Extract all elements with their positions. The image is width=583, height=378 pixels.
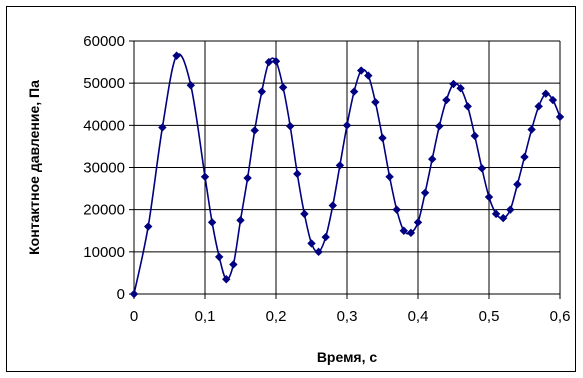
data-point-marker [357, 66, 366, 75]
y-tick-label: 10000 [83, 244, 125, 261]
data-point-marker [144, 222, 153, 231]
data-point-marker [222, 275, 231, 284]
x-tick-label: 0,4 [408, 308, 429, 325]
data-point-marker [371, 97, 380, 107]
data-point-marker [236, 216, 245, 225]
data-point-marker [385, 172, 394, 181]
data-point-marker [207, 218, 217, 227]
data-point-marker [271, 57, 281, 66]
data-point-marker [342, 121, 352, 130]
data-point-marker [456, 84, 465, 93]
data-point-marker [399, 226, 408, 235]
data-point-marker [513, 180, 522, 189]
data-point-marker [435, 121, 444, 131]
data-point-marker [278, 83, 288, 92]
data-point-marker [406, 228, 416, 238]
chart-frame: 0 10000 20000 30000 40000 50000 60000 0 0,1 0,2 0… [6, 6, 576, 372]
data-point-marker [378, 133, 387, 143]
data-point-marker [420, 188, 430, 197]
data-point-marker [477, 164, 487, 173]
x-axis-title: Время, с [317, 349, 378, 365]
data-point-marker [499, 213, 508, 223]
axes [129, 40, 561, 299]
data-point-marker [328, 201, 337, 210]
y-tick-label: 60000 [83, 33, 125, 50]
x-tick-label: 0,6 [550, 308, 571, 325]
data-point-marker [229, 260, 238, 269]
data-point-marker [463, 102, 472, 111]
y-tick-label: 30000 [83, 160, 125, 177]
data-point-marker [307, 239, 316, 248]
data-point-marker [548, 95, 558, 105]
x-tick-label: 0,5 [479, 308, 500, 325]
grid-lines [134, 40, 561, 294]
data-point-marker [335, 161, 345, 170]
data-point-marker [413, 218, 423, 227]
data-point-marker [555, 112, 565, 122]
data-point-marker [527, 125, 536, 134]
data-point-marker [520, 152, 529, 162]
data-point-marker [541, 89, 550, 98]
data-point-marker [364, 71, 373, 80]
y-tick-label: 40000 [83, 117, 125, 134]
data-point-marker [264, 57, 274, 67]
data-point-marker [243, 173, 252, 183]
data-point-marker [286, 121, 295, 131]
data-point-marker [428, 154, 437, 164]
data-point-marker [293, 169, 302, 179]
data-point-marker [349, 87, 359, 96]
x-tick-label: 0,2 [266, 308, 287, 325]
data-point-marker [506, 205, 515, 214]
x-tick-labels: 0 0,1 0,2 0,3 0,4 0,5 0,6 [130, 308, 571, 325]
data-point-marker [534, 102, 543, 111]
data-point-marker [257, 87, 266, 96]
data-point-marker [484, 192, 494, 202]
data-point-marker [200, 172, 210, 181]
x-tick-label: 0 [130, 308, 138, 325]
data-point-marker [449, 79, 458, 89]
data-point-marker [158, 123, 167, 132]
y-axis-title: Контактное давление, Па [26, 80, 42, 255]
data-point-marker [250, 126, 259, 135]
data-point-marker [321, 232, 330, 242]
data-point-marker [172, 51, 181, 60]
data-point-marker [442, 95, 451, 105]
x-tick-label: 0,1 [195, 308, 216, 325]
y-tick-label: 50000 [83, 75, 125, 92]
data-point-marker [215, 252, 224, 262]
data-point-marker [300, 209, 309, 219]
data-point-marker [129, 289, 139, 299]
data-point-marker [470, 131, 479, 141]
y-tick-label: 0 [117, 286, 125, 303]
data-point-marker [392, 205, 401, 214]
y-tick-label: 20000 [83, 202, 125, 219]
y-tick-labels: 0 10000 20000 30000 40000 50000 60000 [83, 33, 125, 303]
data-point-marker [491, 209, 501, 219]
x-tick-label: 0,3 [337, 308, 358, 325]
data-point-marker [186, 81, 195, 90]
data-point-marker [314, 247, 323, 257]
